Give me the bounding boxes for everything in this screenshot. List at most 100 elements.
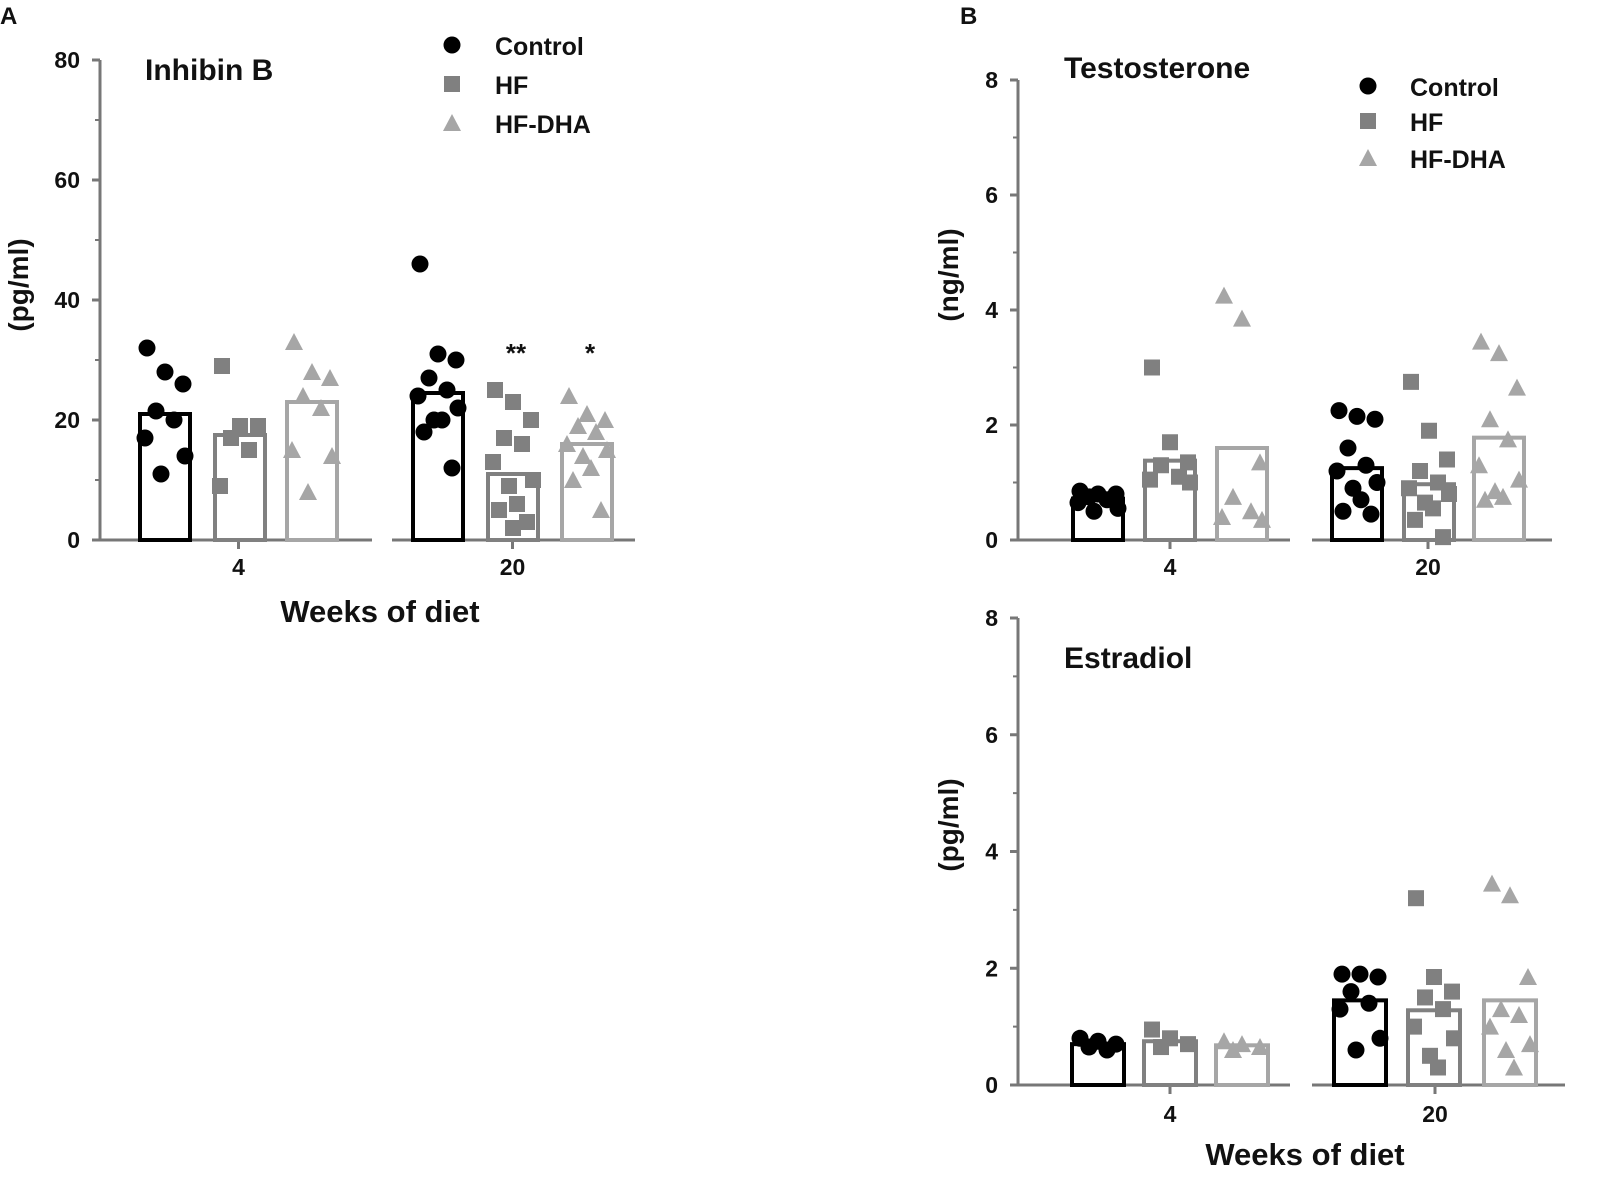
inhibin-point-hf [501, 478, 517, 494]
testosterone-legend-marker-hf [1360, 113, 1376, 129]
inhibin-x-axis-label: Weeks of diet [280, 594, 479, 629]
inhibin-y-tick-label: 60 [54, 167, 80, 193]
inhibin-point-control [433, 411, 451, 429]
testosterone-y-tick-label: 6 [985, 182, 998, 208]
estradiol-point-control [1371, 1029, 1389, 1047]
estradiol-y-tick-label: 8 [985, 605, 998, 631]
inhibin-point-hfdha [569, 417, 587, 434]
testosterone-point-hf [1421, 422, 1437, 439]
testosterone-point-hfdha [1233, 309, 1251, 327]
testosterone-point-control [1330, 402, 1348, 420]
inhibin-point-hfdha [312, 399, 330, 416]
estradiol-x-tick-label: 20 [1422, 1101, 1448, 1127]
testosterone-point-hf [1401, 480, 1417, 497]
inhibin-point-control [174, 375, 192, 393]
testosterone-point-hfdha [1476, 490, 1494, 508]
inhibin-point-control [409, 387, 427, 405]
inhibin-point-hf [509, 496, 525, 512]
inhibin-point-hf [212, 478, 228, 494]
inhibin-point-hfdha [283, 441, 301, 458]
testosterone-point-control [1069, 494, 1087, 512]
inhibin-point-hfdha [592, 501, 610, 518]
inhibin-point-hfdha [558, 435, 576, 452]
estradiol-y-tick-label: 0 [985, 1072, 998, 1098]
inhibin-bar-control-4 [138, 412, 192, 542]
testosterone-point-control [1357, 456, 1375, 474]
inhibin-point-hf [523, 412, 539, 428]
inhibin-bar-hfdha-4 [285, 400, 339, 542]
estradiol-x-axis-label: Weeks of diet [1205, 1137, 1404, 1172]
panel-letter-a: A [0, 3, 17, 30]
testosterone-point-hfdha [1508, 378, 1526, 396]
estradiol-x-tick-label: 4 [1164, 1101, 1177, 1127]
testosterone-point-control [1339, 439, 1357, 457]
testosterone-point-hfdha [1494, 487, 1512, 505]
testosterone-point-hfdha [1251, 453, 1269, 471]
testosterone-bar-control-20 [1330, 466, 1384, 542]
inhibin-point-hf [525, 472, 541, 488]
testosterone-bar-hfdha-20 [1472, 435, 1526, 542]
inhibin-legend-label-hf: HF [495, 72, 528, 100]
inhibin-point-control [438, 381, 456, 399]
inhibin-legend-label-hfdha: HF-DHA [495, 111, 591, 139]
inhibin-point-hf [487, 382, 503, 398]
estradiol-point-hfdha [1497, 1040, 1515, 1058]
inhibin-point-control [136, 429, 154, 447]
testosterone-x-tick-label: 4 [1164, 554, 1177, 580]
estradiol-point-hf [1153, 1039, 1169, 1056]
inhibin-significance-marker: * [585, 338, 596, 368]
testosterone-point-hfdha [1224, 487, 1242, 505]
testosterone-point-control [1348, 407, 1366, 425]
estradiol-y-tick-label: 4 [985, 839, 998, 865]
testosterone-point-hfdha [1242, 502, 1260, 520]
testosterone-point-control [1109, 499, 1127, 517]
estradiol-point-control [1360, 994, 1378, 1012]
testosterone-legend-label-control: Control [1410, 74, 1499, 102]
testosterone-x-tick-label: 20 [1415, 554, 1441, 580]
inhibin-x-tick-label: 4 [232, 554, 245, 580]
inhibin-point-hf [491, 502, 507, 518]
inhibin-point-hfdha [285, 333, 303, 350]
inhibin-point-hfdha [303, 363, 321, 380]
estradiol-point-hf [1426, 969, 1442, 986]
testosterone-point-hfdha [1470, 456, 1488, 474]
estradiol-point-hfdha [1519, 968, 1537, 986]
inhibin-legend-marker-control [443, 36, 461, 54]
estradiol-point-hf [1444, 983, 1460, 1000]
estradiol-point-hfdha [1224, 1040, 1242, 1058]
estradiol-point-control [1333, 965, 1351, 983]
testosterone-point-hf [1441, 486, 1457, 502]
testosterone-point-hfdha [1481, 410, 1499, 428]
testosterone-point-hf [1144, 359, 1160, 376]
inhibin-point-hf [505, 394, 521, 410]
testosterone-y-tick-label: 2 [985, 412, 998, 438]
testosterone-point-hf [1412, 463, 1428, 479]
inhibin-legend-marker-hfdha [443, 114, 461, 131]
inhibin-point-control [443, 459, 461, 477]
testosterone-point-hf [1403, 373, 1419, 390]
estradiol-point-hfdha [1510, 1005, 1528, 1023]
testosterone-point-hf [1180, 454, 1196, 471]
testosterone-point-hf [1142, 471, 1158, 488]
estradiol-point-hfdha [1215, 1032, 1233, 1050]
estradiol-point-hfdha [1505, 1058, 1523, 1076]
testosterone-point-control [1368, 474, 1386, 491]
inhibin-point-hfdha [321, 369, 339, 386]
inhibin-bar-hfdha-20 [560, 442, 614, 542]
inhibin-bar-control-20 [411, 391, 465, 542]
estradiol-point-hf [1408, 890, 1424, 907]
inhibin-y-tick-label: 40 [54, 287, 80, 313]
estradiol-point-hfdha [1481, 1017, 1499, 1035]
testosterone-legend-marker-control [1359, 77, 1377, 95]
inhibin-point-hf [514, 436, 530, 452]
estradiol-point-control [1080, 1038, 1098, 1056]
estradiol-point-hfdha [1521, 1035, 1539, 1053]
inhibin-point-hfdha [299, 483, 317, 500]
estradiol-point-hf [1430, 1059, 1446, 1076]
testosterone-point-hfdha [1499, 430, 1517, 448]
testosterone-legend-label-hf: HF [1410, 109, 1443, 137]
testosterone-point-control [1085, 502, 1103, 520]
estradiol-point-control [1098, 1041, 1116, 1059]
